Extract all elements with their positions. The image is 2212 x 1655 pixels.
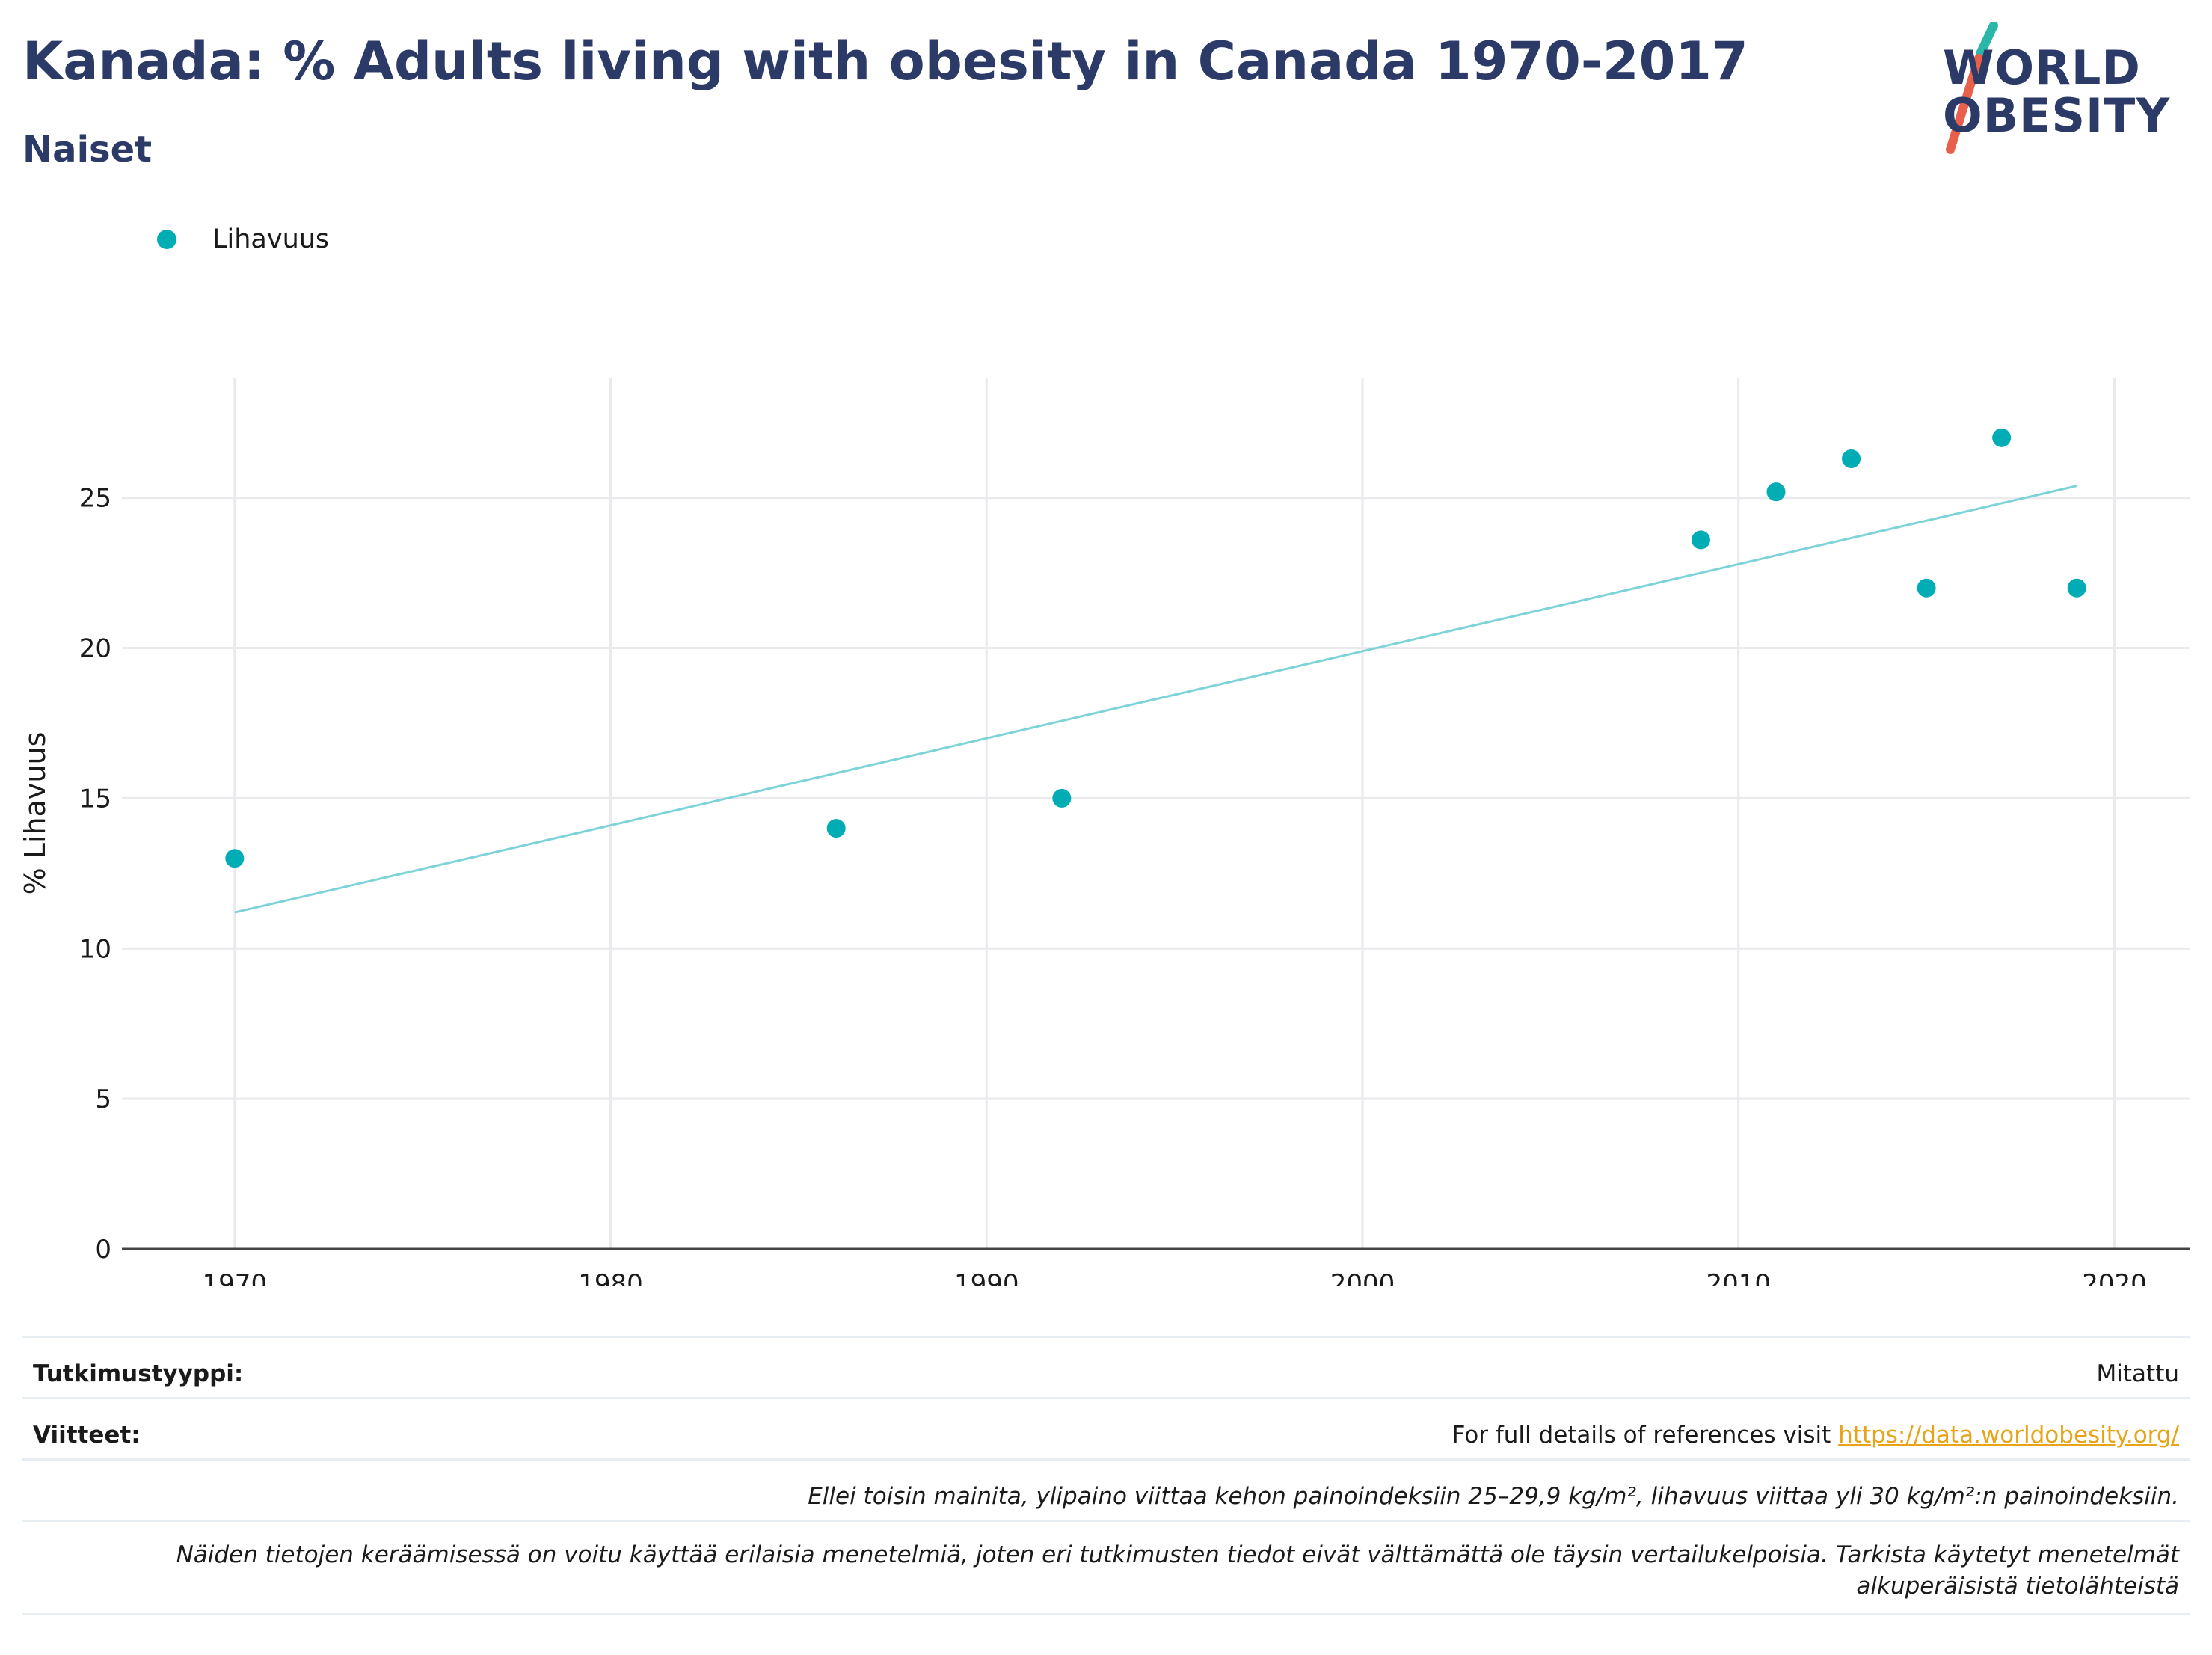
legend-label: Lihavuus (212, 224, 330, 254)
x-tick-label: 1990 (954, 1269, 1019, 1286)
data-point[interactable] (1917, 578, 1936, 598)
references-text: For full details of references visit (1451, 1422, 1839, 1449)
x-tick-label: 2000 (1330, 1269, 1395, 1286)
data-point[interactable] (1992, 428, 2012, 447)
references-link[interactable]: https://data.worldobesity.org/ (1838, 1422, 2179, 1449)
study-type-label: Tutkimustyyppi: (33, 1360, 244, 1387)
grid-lines (122, 378, 2190, 1249)
logo-slash-icon (1946, 22, 1998, 154)
x-tick-label: 2020 (2082, 1269, 2147, 1286)
trendline-group (234, 485, 2077, 914)
methods-note: Näiden tietojen keräämisessä on voitu kä… (176, 1541, 2179, 1600)
y-tick-label: 15 (79, 784, 111, 814)
definition-note-row: Ellei toisin mainita, ylipaino viittaa k… (22, 1458, 2190, 1520)
definition-note: Ellei toisin mainita, ylipaino viittaa k… (808, 1483, 2179, 1510)
legend: Lihavuus (157, 224, 329, 254)
y-tick-label: 25 (79, 484, 111, 514)
world-obesity-logo: WORLD OBESITY (1935, 22, 2190, 157)
scatter-chart: 1970 1980 1990 2000 2010 2020 0 5 10 15 20 25 % Lih… (19, 378, 2190, 1286)
study-type-value: Mitattu (2096, 1360, 2179, 1387)
y-tick-label: 5 (95, 1084, 111, 1114)
data-point[interactable] (1766, 482, 1786, 502)
x-tick-label: 1980 (578, 1269, 643, 1286)
y-tick-label: 0 (95, 1235, 111, 1265)
x-tick-label: 2010 (1706, 1269, 1771, 1286)
data-point[interactable] (1052, 788, 1072, 808)
x-tick-label: 1970 (203, 1269, 268, 1286)
data-point[interactable] (1842, 449, 1861, 468)
y-axis-title: % Lihavuus (19, 732, 52, 895)
axes: 1970 1980 1990 2000 2010 2020 0 5 10 15 20 25 (79, 484, 2190, 1286)
data-points (225, 428, 2086, 868)
logo-text-obesity: OBESITY (1943, 88, 2171, 143)
study-type-row: Tutkimustyyppi: Mitattu (22, 1336, 2190, 1397)
info-table: Tutkimustyyppi: Mitattu Viitteet: For fu… (22, 1336, 2190, 1615)
methods-note-row: Näiden tietojen keräämisessä on voitu kä… (22, 1520, 2190, 1615)
trendline (234, 485, 2077, 914)
legend-marker-icon (157, 230, 176, 249)
data-point[interactable] (225, 849, 245, 868)
data-point[interactable] (2067, 578, 2086, 598)
data-point[interactable] (826, 819, 846, 838)
y-tick-label: 10 (79, 934, 111, 964)
references-value: For full details of references visit htt… (1452, 1420, 2179, 1452)
y-tick-label: 20 (79, 634, 111, 664)
logo-text-world: WORLD (1943, 40, 2141, 95)
references-row: Viitteet: For full details of references… (22, 1397, 2190, 1458)
data-point[interactable] (1691, 530, 1710, 550)
chart-title: Kanada: % Adults living with obesity in … (22, 31, 1748, 92)
chart-subtitle: Naiset (22, 129, 153, 171)
references-label: Viitteet: (33, 1422, 141, 1449)
